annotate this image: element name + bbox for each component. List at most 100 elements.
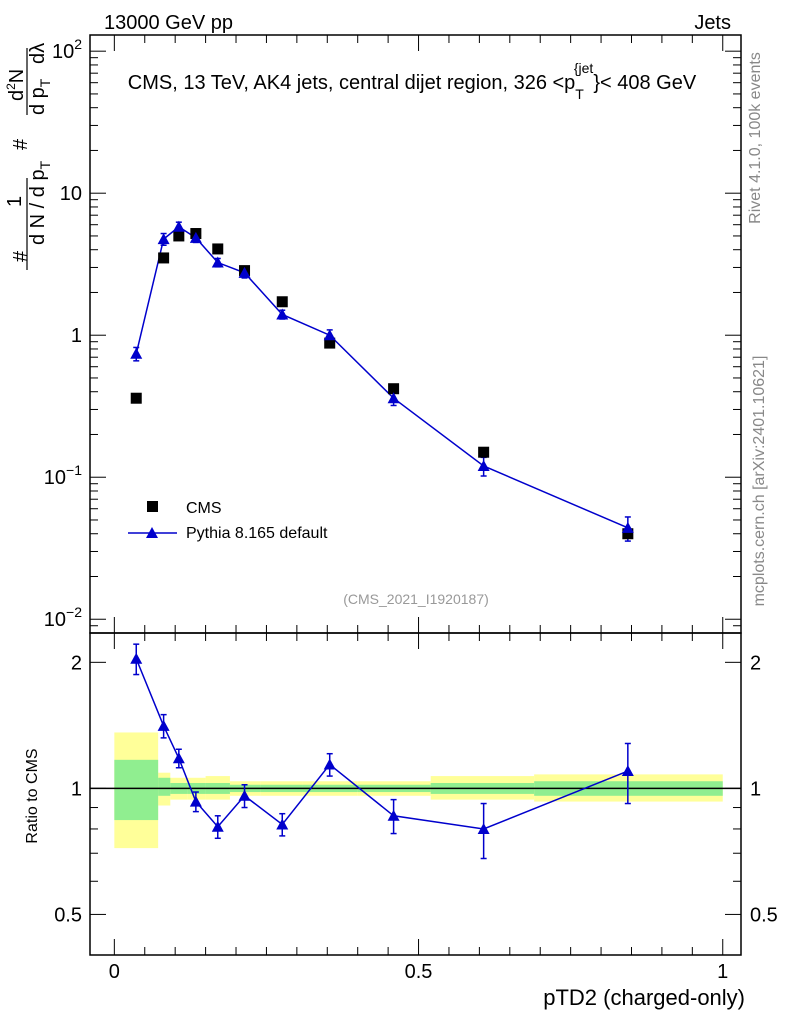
ylabel-dN: d N / d pT <box>27 160 53 245</box>
cms-data-point <box>622 528 634 540</box>
pythia-data-point <box>238 266 251 278</box>
mcplots-label: mcplots.cern.ch [arXiv:2401.10621] <box>751 356 768 607</box>
pythia-data-point <box>477 459 490 471</box>
cms-data-point <box>478 446 490 458</box>
ylabel-d2N-end: N <box>6 69 28 83</box>
cms-data-point <box>173 230 185 242</box>
legend-label-pythia: Pythia 8.165 default <box>186 525 328 542</box>
ylabel-hash-a: # <box>10 250 32 262</box>
y-tick-label-base: 10 <box>60 183 82 205</box>
ylabel-dpt-main: d p <box>27 87 49 115</box>
ratio-data-point <box>323 758 336 770</box>
chart-title-sup: {jet <box>574 60 594 76</box>
y-tick-label: 10 <box>60 183 82 205</box>
y-tick-label-base: 1 <box>71 325 82 347</box>
pythia-data-point <box>130 347 143 359</box>
ratio-data-point <box>211 820 224 832</box>
rivet-version-label: Rivet 4.1.0, 100k events <box>747 52 764 224</box>
ylabel-dN-sub: T <box>37 160 53 169</box>
main-plot-frame <box>89 34 742 634</box>
ratio-y-axis-label: Ratio to CMS <box>24 748 41 843</box>
ratio-data-point <box>130 652 143 664</box>
ratio-data-point <box>276 818 289 830</box>
pythia-data-point <box>621 521 634 533</box>
y-tick-label-base: 10 <box>52 41 74 63</box>
y-tick-label: 1 <box>71 325 82 347</box>
x-tick-label: 0.5 <box>405 961 433 983</box>
pythia-line <box>135 225 629 529</box>
y-tick-label-exponent: −2 <box>66 604 82 620</box>
ratio-band-green <box>114 759 159 821</box>
ratio-data-point <box>238 789 251 801</box>
chart-title: CMS, 13 TeV, AK4 jets, central dijet reg… <box>128 60 697 102</box>
y-tick-label: 102 <box>52 36 82 63</box>
y-tick-label-exponent: −1 <box>66 462 82 478</box>
ratio-plot: 0.5 0.5 1 1 2 2 Ratio to CMS <box>24 632 778 956</box>
main-data <box>130 220 634 542</box>
cms-data-point <box>324 337 336 349</box>
x-tick-label: 0 <box>109 961 120 983</box>
cms-data-point <box>130 392 142 404</box>
ratio-y-tick-label-left: 0.5 <box>54 904 82 926</box>
ylabel-d2N-main: d <box>6 90 28 101</box>
ylabel-dpt-sub: T <box>37 78 53 87</box>
legend-marker-pythia <box>146 527 158 538</box>
ratio-plot-frame <box>89 632 742 956</box>
ylabel-d2N-sup: 2 <box>4 83 18 90</box>
ratio-data-point <box>172 752 185 764</box>
cms-data-point <box>158 252 170 264</box>
cms-data-point <box>388 383 400 395</box>
pythia-data-point <box>211 256 224 268</box>
ratio-y-tick-label-right: 1 <box>750 778 761 800</box>
ratio-data-point <box>477 822 490 834</box>
ratio-band-green <box>158 777 171 796</box>
ratio-bands <box>90 732 741 849</box>
ratio-y-tick-label-right: 2 <box>750 652 761 674</box>
ratio-data-point <box>157 719 170 731</box>
ratio-data-point <box>621 765 634 777</box>
ylabel-dlambda: dλ <box>27 43 49 64</box>
y-tick-label-base: 10 <box>44 609 66 631</box>
y-tick-label: 10−2 <box>44 604 82 631</box>
ylabel-hash-b: # <box>10 138 32 150</box>
ratio-y-tick-label-right: 0.5 <box>750 904 778 926</box>
pythia-data-point <box>172 220 185 232</box>
analysis-tag: (CMS_2021_I1920187) <box>343 591 489 607</box>
ratio-data <box>130 643 634 860</box>
pythia-data-point <box>276 308 289 320</box>
x-axis-ticks: 0 0.5 1 <box>109 35 728 983</box>
ratio-y-tick-label-left: 1 <box>71 778 82 800</box>
ratio-y-tick-label-left: 2 <box>71 652 82 674</box>
y-tick-label: 10−1 <box>44 462 82 489</box>
ylabel-one: 1 <box>4 196 26 207</box>
legend-label-cms: CMS <box>186 500 222 517</box>
pythia-data-point <box>323 329 336 341</box>
ylabel-d2N: d2N <box>4 69 28 101</box>
ylabel-dpt: d pT <box>27 78 53 115</box>
ylabel-dN-main: d N / d p <box>27 169 49 245</box>
cms-data-point <box>276 296 288 308</box>
header-jets-label: Jets <box>694 12 731 34</box>
legend-marker-cms <box>147 501 158 512</box>
ratio-axis-ticks: 0.5 0.5 1 1 2 2 <box>54 652 778 926</box>
y-tick-label-exponent: 2 <box>74 36 82 52</box>
chart-title-sub: T <box>575 86 584 102</box>
main-y-axis-label: # 1 d N / d pT # d2N d pT dλ <box>4 43 53 270</box>
ratio-line <box>135 658 629 830</box>
pythia-data-point <box>157 233 170 245</box>
x-axis-label: pTD2 (charged-only) <box>543 985 745 1010</box>
chart-title-end: }< 408 GeV <box>593 72 697 94</box>
pythia-data-point <box>189 231 202 243</box>
chart-title-main: CMS, 13 TeV, AK4 jets, central dijet reg… <box>128 72 576 94</box>
y-tick-label-base: 10 <box>44 467 66 489</box>
ratio-data-point <box>387 809 400 821</box>
legend: CMS Pythia 8.165 default <box>128 500 328 542</box>
pythia-data-point <box>387 392 400 404</box>
cms-data-point <box>212 243 224 255</box>
x-tick-label: 1 <box>717 961 728 983</box>
header-energy-label: 13000 GeV pp <box>104 12 233 34</box>
ratio-data-point <box>189 795 202 807</box>
